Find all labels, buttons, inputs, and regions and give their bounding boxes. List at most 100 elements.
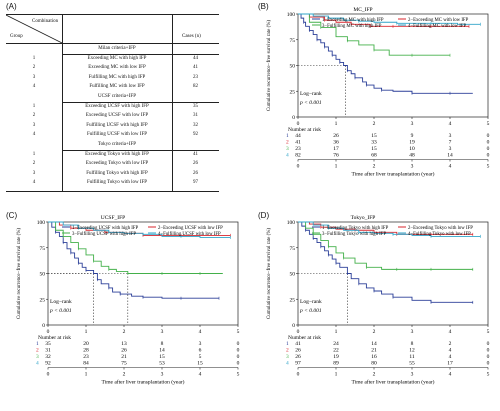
logrank-label: Log−rank [50, 299, 72, 305]
table-cell-cases: 41 [193, 65, 198, 71]
risk-count: 76 [333, 153, 339, 159]
risk-x-tick-label: 5 [487, 164, 490, 170]
risk-count: 26 [333, 133, 339, 139]
risk-count: 19 [409, 140, 415, 146]
risk-count: 22 [333, 348, 339, 354]
p-value: p < 0.001 [299, 308, 322, 314]
y-tick-label: 100 [287, 12, 296, 18]
x-tick-label: 4 [449, 121, 452, 127]
table-cell-cases: 26 [193, 161, 198, 167]
risk-table-title: Number at risk [38, 335, 71, 341]
risk-group-label: 3 [286, 146, 289, 152]
risk-x-tick-label: 4 [449, 164, 452, 170]
risk-x-tick-label: 0 [47, 372, 50, 378]
risk-count: 0 [487, 140, 490, 146]
risk-group-label: 2 [36, 348, 39, 354]
table-cell-group: 1 [32, 103, 36, 109]
risk-count: 75 [121, 361, 127, 367]
table-cell-cases: 35 [193, 103, 198, 109]
risk-x-tick-label: 2 [373, 372, 376, 378]
table-section-title: UCSF criteria+IFP [98, 94, 136, 99]
y-tick-label: 75 [290, 246, 296, 252]
risk-count: 41 [295, 341, 301, 347]
table-combination-label: Combination [32, 19, 59, 24]
table-header [6, 15, 219, 44]
table-cell-group: 2 [32, 65, 36, 71]
panel-label-c: (C) [6, 211, 18, 220]
risk-count: 16 [371, 354, 377, 360]
x-tick-label: 0 [297, 121, 300, 127]
legend-entry: 2−Exceeding Tokyo with low IFP [408, 226, 473, 231]
table-cell-group: 4 [32, 84, 36, 90]
x-tick-label: 5 [487, 329, 490, 335]
table-vline-2 [172, 15, 173, 191]
risk-count: 13 [121, 341, 127, 347]
risk-x-tick-label: 1 [335, 372, 338, 378]
risk-count: 28 [83, 348, 89, 354]
risk-count: 19 [333, 354, 339, 360]
risk-x-tick-label: 4 [449, 372, 452, 378]
risk-table-title: Number at risk [288, 335, 321, 341]
risk-count: 23 [295, 146, 301, 152]
risk-count: 5 [199, 354, 202, 360]
risk-group-label: 4 [286, 153, 289, 159]
table-group-label: Group [10, 34, 23, 39]
risk-count: 0 [487, 341, 490, 347]
table-cell-combination: Fulfilling UCSF with low IFP [86, 132, 147, 138]
risk-count: 48 [409, 153, 415, 159]
legend-entry: 1−Exceeding UCSF with high IFP [72, 226, 138, 231]
table-section-rule [62, 150, 219, 151]
risk-x-tick-label: 3 [161, 372, 164, 378]
risk-count: 8 [411, 341, 414, 347]
risk-x-tick-label: 1 [335, 164, 338, 170]
risk-count: 41 [295, 140, 301, 146]
legend-entry: 1−Exceeding Tokyo with high IFP [322, 226, 389, 231]
y-axis-label: Cumulative recurrence−free survival rate… [267, 228, 272, 319]
table-cell-combination: Exceeding UCSF with low IFP [85, 113, 149, 119]
table-cell-combination: Exceeding Tokyo with low IFP [85, 161, 149, 167]
risk-group-label: 2 [286, 348, 289, 354]
risk-x-tick-label: 2 [373, 164, 376, 170]
table-section-rule [62, 102, 219, 103]
y-tick-label: 0 [292, 323, 295, 329]
risk-count: 44 [295, 133, 301, 139]
risk-count: 14 [371, 341, 377, 347]
x-tick-label: 5 [237, 329, 240, 335]
risk-group-label: 3 [286, 354, 289, 360]
risk-count: 0 [487, 354, 490, 360]
chart-title: UCSF_IFP [101, 215, 125, 221]
risk-count: 80 [371, 361, 377, 367]
legend-entry: 2−Exceeding UCSF with low IFP [158, 226, 223, 231]
x-tick-label: 2 [373, 329, 376, 335]
risk-count: 17 [333, 146, 339, 152]
panel-label-a: (A) [6, 2, 17, 11]
risk-count: 23 [83, 354, 89, 360]
combination-table: Combination Group Cases (n) Milan criter… [6, 14, 219, 192]
risk-count: 6 [199, 348, 202, 354]
risk-count: 15 [371, 133, 377, 139]
table-cell-group: 4 [32, 180, 36, 186]
risk-x-tick-label: 3 [411, 164, 414, 170]
x-axis-label: Time after liver transplantation (year) [352, 379, 435, 386]
km-curve-series-4 [298, 13, 481, 25]
risk-count: 3 [449, 133, 452, 139]
risk-count: 4 [449, 354, 452, 360]
legend-entry: 2−Exceeding MC with low IFP [408, 18, 469, 23]
risk-count: 89 [333, 361, 339, 367]
km-curve-series-1 [48, 221, 219, 299]
risk-count: 33 [371, 140, 377, 146]
table-cell-group: 4 [32, 132, 36, 138]
risk-count: 82 [295, 153, 301, 159]
table-cell-group: 2 [32, 113, 36, 119]
risk-count: 7 [449, 140, 452, 146]
x-tick-label: 1 [335, 121, 338, 127]
x-tick-label: 3 [411, 121, 414, 127]
risk-count: 26 [295, 348, 301, 354]
risk-count: 15 [159, 354, 165, 360]
km-curve-series-3 [298, 13, 450, 56]
risk-count: 0 [487, 361, 490, 367]
risk-count: 32 [45, 354, 51, 360]
